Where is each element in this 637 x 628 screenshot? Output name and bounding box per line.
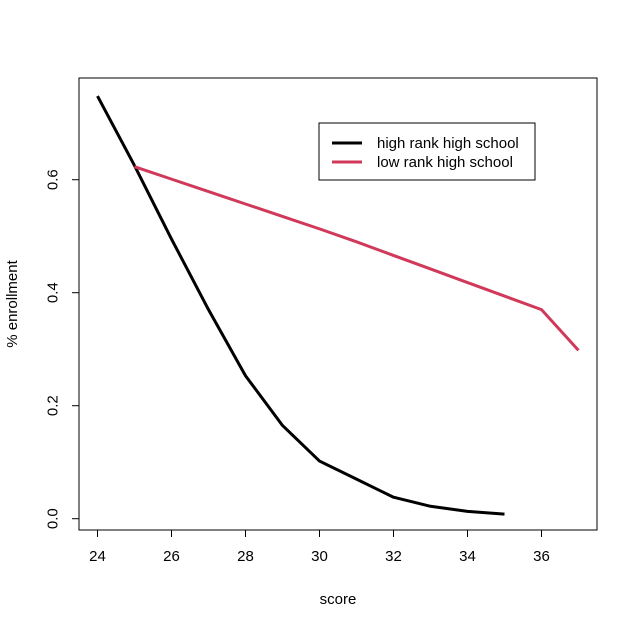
x-tick-label: 36 [533,548,550,565]
y-axis-title: % enrollment [4,259,21,347]
y-tick-label: 0.2 [45,395,62,416]
x-tick-label: 30 [311,548,328,565]
series-line-1 [134,165,580,352]
legend-label-high-rank: high rank high school [377,135,519,152]
series-layer [96,95,580,516]
legend: high rank high school low rank high scho… [318,122,536,181]
legend-box [318,122,536,181]
y-axis: 0.0 0.2 0.4 0.6 [45,169,80,529]
series-line-0 [96,95,505,516]
x-tick-label: 32 [385,548,402,565]
x-tick-label: 26 [163,548,180,565]
x-tick-label: 34 [459,548,476,565]
y-tick-label: 0.4 [45,282,62,303]
y-tick-label: 0.0 [45,508,62,529]
x-axis-title: score [320,591,357,608]
x-tick-label: 24 [89,548,106,565]
legend-label-low-rank: low rank high school [377,154,513,171]
x-tick-label: 28 [237,548,254,565]
y-tick-label: 0.6 [45,169,62,190]
x-axis: 24 26 28 30 32 34 36 [89,529,550,565]
